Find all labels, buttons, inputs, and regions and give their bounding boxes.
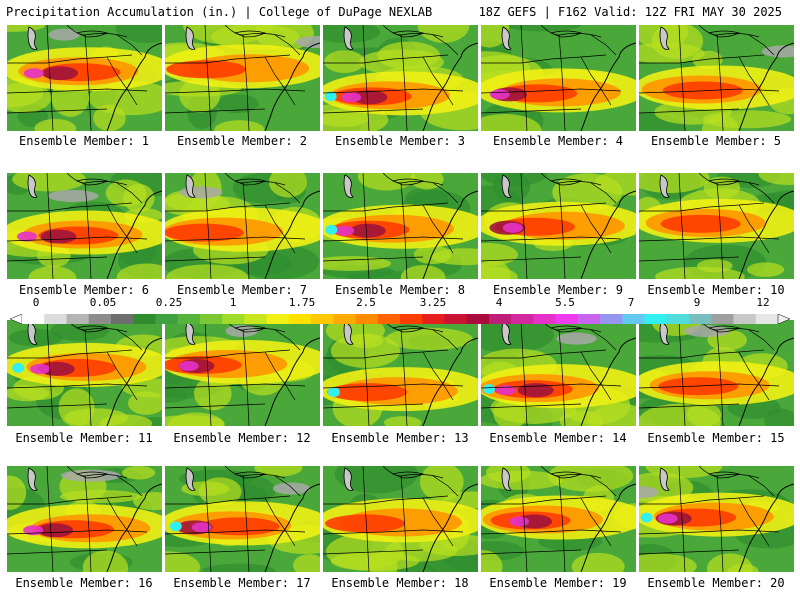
colorbar-tick-label: 7	[627, 296, 635, 309]
colorbar-tick-label: 12	[756, 296, 770, 309]
colorbar-swatch	[555, 314, 579, 324]
map-panel	[165, 320, 320, 426]
member-label: Ensemble Member: 10	[647, 283, 785, 297]
colorbar-swatch	[155, 314, 178, 324]
map-panel	[7, 320, 162, 426]
map-panel	[7, 173, 162, 279]
colorbar	[9, 309, 791, 325]
colorbar-min-arrow	[9, 313, 23, 325]
map-panel	[323, 466, 478, 572]
colorbar-swatch	[199, 314, 223, 324]
map-panel	[639, 466, 794, 572]
colorbar-swatch	[222, 314, 245, 324]
member-label: Ensemble Member: 14	[489, 431, 627, 445]
map-panel	[7, 466, 162, 572]
colorbar-swatch	[133, 314, 156, 324]
map-panel	[323, 320, 478, 426]
colorbar-swatch	[288, 314, 312, 324]
colorbar-swatch	[311, 314, 334, 324]
colorbar-swatch	[733, 314, 757, 324]
colorbar-swatch	[466, 314, 490, 324]
map-panel	[165, 173, 320, 279]
member-label: Ensemble Member: 6	[18, 283, 150, 297]
member-label: Ensemble Member: 7	[176, 283, 308, 297]
colorbar-swatch	[110, 314, 134, 324]
map-panel	[481, 25, 636, 131]
map-panel	[481, 320, 636, 426]
colorbar-swatch	[422, 314, 445, 324]
member-label: Ensemble Member: 2	[176, 134, 308, 148]
member-label: Ensemble Member: 15	[647, 431, 785, 445]
colorbar-swatch	[666, 314, 690, 324]
colorbar-tick-label: 1	[229, 296, 237, 309]
colorbar-max-arrow	[777, 313, 791, 325]
map-panel	[165, 466, 320, 572]
colorbar-swatch	[66, 314, 90, 324]
colorbar-tick-label: 0.05	[89, 296, 117, 309]
map-panel	[481, 173, 636, 279]
colorbar-swatch	[377, 314, 401, 324]
colorbar-tick-label: 4	[495, 296, 503, 309]
colorbar-swatch	[22, 314, 45, 324]
member-label: Ensemble Member: 8	[334, 283, 466, 297]
member-label: Ensemble Member: 5	[650, 134, 782, 148]
colorbar-swatch	[177, 314, 201, 324]
colorbar-swatch	[622, 314, 645, 324]
member-label: Ensemble Member: 11	[15, 431, 153, 445]
colorbar-swatch	[755, 314, 779, 324]
header-title: Precipitation Accumulation (in.) | Colle…	[6, 5, 433, 19]
map-panel	[323, 173, 478, 279]
member-label: Ensemble Member: 16	[15, 576, 153, 590]
colorbar-swatch	[44, 314, 67, 324]
colorbar-tick-label: 3.25	[419, 296, 447, 309]
colorbar-tick-label: 2.5	[356, 296, 376, 309]
colorbar-swatch	[644, 314, 668, 324]
member-label: Ensemble Member: 4	[492, 134, 624, 148]
colorbar-swatch	[533, 314, 556, 324]
member-label: Ensemble Member: 20	[647, 576, 785, 590]
colorbar-swatch	[333, 314, 356, 324]
map-panel	[7, 25, 162, 131]
colorbar-swatch	[266, 314, 290, 324]
colorbar-tick-label: 1.75	[288, 296, 316, 309]
member-label: Ensemble Member: 1	[18, 134, 150, 148]
colorbar-swatch	[88, 314, 112, 324]
colorbar-tick-label: 0.25	[155, 296, 183, 309]
map-panel	[639, 25, 794, 131]
header-valid-time: 18Z GEFS | F162 Valid: 12Z FRI MAY 30 20…	[478, 5, 782, 19]
member-label: Ensemble Member: 13	[331, 431, 469, 445]
colorbar-swatch	[577, 314, 601, 324]
member-label: Ensemble Member: 17	[173, 576, 311, 590]
colorbar-swatch	[511, 314, 534, 324]
member-label: Ensemble Member: 9	[492, 283, 624, 297]
member-label: Ensemble Member: 19	[489, 576, 627, 590]
map-panel	[639, 173, 794, 279]
colorbar-swatch	[600, 314, 623, 324]
colorbar-swatch	[689, 314, 712, 324]
colorbar-tick-label: 9	[693, 296, 701, 309]
map-panel	[323, 25, 478, 131]
colorbar-tick-label: 0	[32, 296, 40, 309]
colorbar-swatch	[400, 314, 423, 324]
colorbar-swatch	[355, 314, 379, 324]
colorbar-swatch	[711, 314, 734, 324]
colorbar-swatch	[444, 314, 468, 324]
colorbar-swatch	[244, 314, 267, 324]
colorbar-swatch	[488, 314, 512, 324]
member-label: Ensemble Member: 12	[173, 431, 311, 445]
map-panel	[639, 320, 794, 426]
colorbar-tick-label: 5.5	[555, 296, 575, 309]
map-panel	[481, 466, 636, 572]
member-label: Ensemble Member: 3	[334, 134, 466, 148]
member-label: Ensemble Member: 18	[331, 576, 469, 590]
map-panel	[165, 25, 320, 131]
